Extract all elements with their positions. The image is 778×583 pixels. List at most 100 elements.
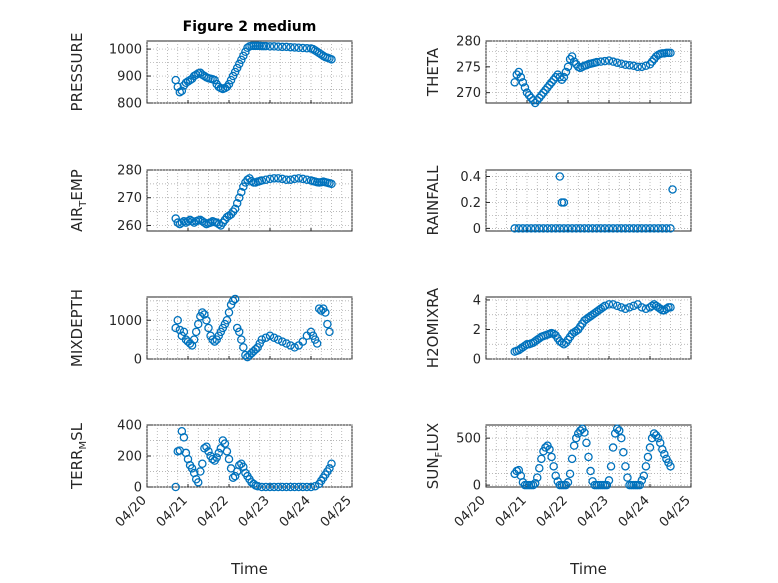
data-point xyxy=(602,480,612,490)
data-point xyxy=(189,335,199,344)
y-tick-label: 2 xyxy=(473,323,481,338)
data-point xyxy=(549,462,558,471)
y-label-tail: SL xyxy=(68,422,86,441)
data-point xyxy=(537,454,546,464)
data-point xyxy=(306,482,316,492)
x-tick-label: 04/22 xyxy=(534,493,571,530)
data-point xyxy=(645,224,655,233)
data-point xyxy=(286,341,295,350)
data-point xyxy=(214,219,223,229)
x-tick-label: 04/23 xyxy=(575,493,612,530)
y-tick-label: 260 xyxy=(117,219,142,234)
data-point xyxy=(615,426,624,435)
data-point xyxy=(314,304,324,313)
data-point xyxy=(520,83,530,92)
y-tick-label: 0 xyxy=(473,479,481,494)
data-point xyxy=(183,217,193,226)
x-tick-label: 04/20 xyxy=(452,493,489,530)
data-point xyxy=(569,57,579,66)
data-point xyxy=(298,337,308,346)
data-point xyxy=(530,98,540,108)
data-point xyxy=(528,480,538,490)
data-point xyxy=(302,175,312,184)
data-point xyxy=(265,482,275,492)
data-point xyxy=(234,461,244,470)
data-point xyxy=(187,217,197,226)
y-axis-label: H2OMIXRA xyxy=(424,287,442,368)
data-point xyxy=(269,333,279,342)
y-axis-label: AIRTEMP xyxy=(68,169,89,232)
data-point xyxy=(656,304,665,314)
subplot-5: 1000 0 MIXDEPTH xyxy=(68,289,353,368)
data-point xyxy=(576,224,585,233)
y-label-tail: LUX xyxy=(424,423,442,452)
data-point xyxy=(555,72,565,82)
x-tick-label: 04/24 xyxy=(616,493,653,530)
data-point xyxy=(608,224,618,233)
data-point xyxy=(228,296,238,306)
data-point xyxy=(302,44,312,53)
data-point xyxy=(571,433,581,443)
data-point xyxy=(187,341,197,350)
y-tick-label: 1000 xyxy=(109,43,142,58)
data-point xyxy=(662,304,671,314)
data-point xyxy=(173,315,182,325)
data-point xyxy=(278,482,287,492)
data-point xyxy=(647,301,657,311)
data-point xyxy=(555,172,565,181)
data-point xyxy=(239,343,248,352)
data-point xyxy=(210,337,219,346)
y-tick-label: 1000 xyxy=(109,314,142,329)
data-point xyxy=(547,452,556,462)
data-point xyxy=(535,93,544,103)
data-point xyxy=(302,482,312,492)
data-point xyxy=(514,465,524,475)
data-point xyxy=(647,57,657,66)
data-point xyxy=(257,335,267,344)
data-point xyxy=(200,310,209,319)
data-point xyxy=(232,63,242,73)
y-tick-label: 800 xyxy=(117,97,142,112)
data-point xyxy=(222,447,232,456)
data-point xyxy=(273,42,283,51)
data-point xyxy=(282,482,291,492)
data-point xyxy=(232,199,242,208)
data-point xyxy=(237,55,246,65)
data-point xyxy=(278,42,287,52)
data-point xyxy=(282,42,291,52)
data-point xyxy=(561,67,571,77)
data-point xyxy=(177,218,187,227)
data-point xyxy=(257,482,267,492)
y-tick-label: 270 xyxy=(117,191,142,206)
data-point xyxy=(662,224,671,233)
data-point xyxy=(649,224,659,233)
data-point xyxy=(635,480,645,490)
data-point xyxy=(612,424,622,434)
data-point xyxy=(325,464,334,473)
data-point xyxy=(171,482,180,492)
data-point xyxy=(200,218,209,227)
x-axis-label: Time xyxy=(230,560,268,578)
data-point xyxy=(545,445,554,454)
y-label-main: TERR xyxy=(68,450,86,491)
data-point xyxy=(237,187,246,197)
data-point xyxy=(617,433,626,443)
data-point xyxy=(533,473,542,482)
data-point xyxy=(269,482,279,492)
data-point xyxy=(294,482,303,492)
y-axis-label: PRESSURE xyxy=(68,33,86,112)
data-point xyxy=(625,303,634,312)
data-point xyxy=(604,56,614,65)
data-point xyxy=(196,467,205,476)
data-point xyxy=(298,174,308,184)
data-point xyxy=(537,91,546,100)
data-point xyxy=(641,61,651,71)
data-point xyxy=(565,469,575,479)
y-label-main: SUN xyxy=(424,457,442,489)
data-point xyxy=(559,198,569,207)
data-point xyxy=(658,445,667,454)
data-point xyxy=(604,224,614,233)
data-point xyxy=(193,319,203,329)
data-point xyxy=(621,60,630,70)
